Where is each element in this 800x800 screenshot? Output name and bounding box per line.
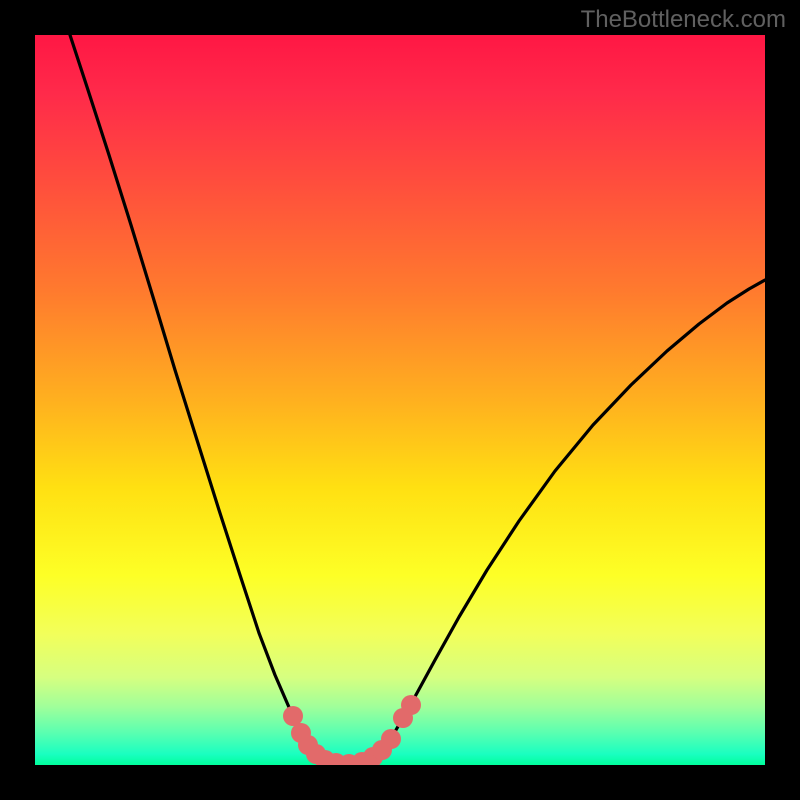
curve-marker (283, 706, 303, 726)
watermark-text: TheBottleneck.com (581, 6, 786, 34)
curve-markers (283, 695, 421, 765)
bottleneck-curve-plot (35, 35, 765, 765)
curve-marker (381, 729, 401, 749)
chart-frame (35, 35, 765, 765)
bottleneck-curve (70, 35, 765, 764)
curve-marker (401, 695, 421, 715)
